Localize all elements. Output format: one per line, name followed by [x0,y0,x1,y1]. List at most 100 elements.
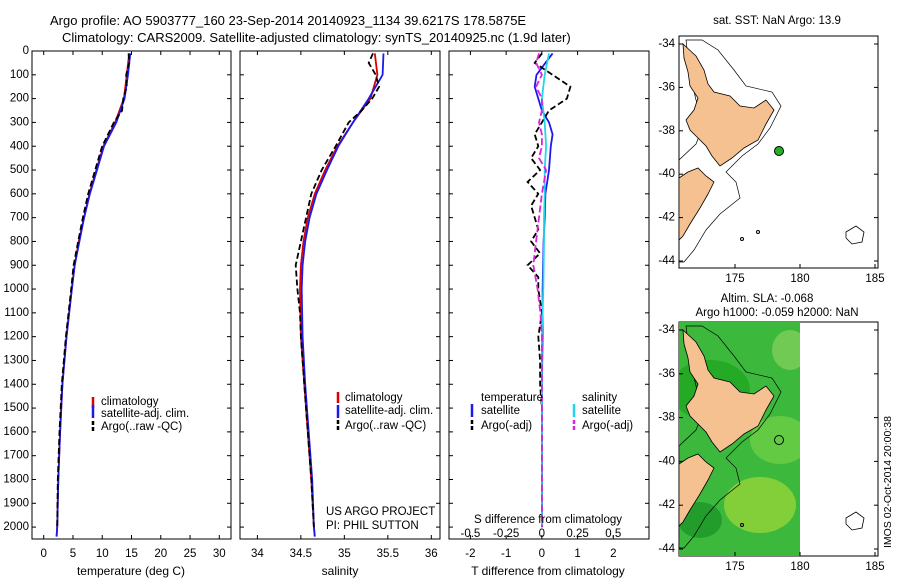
depth-tick-label: 1100 [4,307,29,319]
north-island [682,329,775,453]
chatham-island [845,511,865,531]
series-line-climatology [55,53,131,537]
salinity-xlabel: salinity [322,564,359,578]
legend-item: climatology [101,396,159,408]
imos-credit: IMOS 02-Oct-2014 20:00:38 [882,416,894,548]
s-tick-label: 0 [539,528,545,540]
x-tick-label: 15 [125,548,138,560]
temperature-legend: climatology satellite-adj. clim. Argo(..… [91,396,189,433]
island-dot [740,523,744,527]
lat-tick-label: -36 [658,81,675,93]
temperature-frame [31,50,232,540]
lon-tick-label: 175 [725,273,744,285]
shelf-contour [679,39,782,263]
x-tick-label: -1 [501,548,511,560]
salinity-legend: climatology satellite-adj. clim. Argo(..… [336,392,433,432]
depth-tick-label: 1800 [3,474,29,486]
depth-tick-label: 1000 [3,283,29,295]
legend-heading: salinity [582,392,617,404]
x-tick-label: 10 [96,548,109,560]
salinity-frame [239,50,441,540]
depth-tick-label: 1700 [3,450,29,462]
legend-item: Argo(..raw -QC) [101,421,182,433]
x-tick-label: 20 [154,548,167,560]
x-tick-label: 5 [70,548,76,560]
lat-tick-label: -40 [658,168,675,180]
s-tick-label: 0.5 [605,528,621,540]
project-annotation: US ARGO PROJECT [326,506,435,518]
s-tick-label: 0.25 [566,528,588,540]
series-line-argo-raw-qc- [294,53,381,528]
legend-item: satellite [481,405,520,417]
north-island [682,43,775,167]
legend-item: satellite-adj. clim. [345,405,433,417]
depth-axis: 0 100 200 300 400 500 600 700 800 900 1000 1100 1200… [3,45,649,533]
series-line-salinity-argo-adj- [532,53,548,528]
lat-tick-label: -44 [658,543,675,555]
south-island [679,167,715,241]
lat-tick-label: -44 [658,255,675,267]
island-dot [756,230,760,234]
x-tick-label: 30 [213,548,226,560]
x-tick-label: 36 [425,548,438,560]
series-line-salinity-satellite [540,53,550,528]
title-line-1: Argo profile: AO 5903777_160 23-Sep-2014… [50,13,527,28]
argo-float-marker [774,146,784,156]
difference-frame [448,50,650,540]
s-tick-label: -0.5 [461,528,481,540]
x-tick-label: 2 [610,548,616,560]
south-island [679,453,715,527]
s-tick-label: -0.25 [493,528,519,540]
shelf-contour [679,325,782,549]
depth-tick-label: 2000 [3,521,29,533]
depth-tick-label: 700 [10,212,29,224]
legend-item: Argo(..raw -QC) [345,420,426,432]
depth-tick-label: 100 [10,69,29,81]
lat-tick-label: -42 [658,212,675,224]
x-tick-label: 34.5 [290,548,312,560]
sla-anomaly [750,416,800,464]
depth-tick-label: 1500 [3,402,29,414]
depth-tick-label: 1300 [3,354,29,366]
sla-map-title-2: Argo h1000: -0.059 h2000: NaN [695,307,858,319]
depth-tick-label: 200 [10,93,29,105]
depth-tick-label: 1400 [3,378,29,390]
depth-tick-label: 900 [10,259,29,271]
series-line-satellite-adj-clim- [55,53,132,537]
sla-map-title-1: Altim. SLA: -0.068 [721,293,814,305]
sst-map-title: sat. SST: NaN Argo: 13.9 [713,15,841,27]
depth-tick-label: 300 [10,116,29,128]
lon-tick-label: 185 [865,561,884,573]
difference-panel: -2 -1 0 1 2 -0.5 -0.25 0 0.25 0.5 S difference f… [448,50,650,578]
lat-tick-label: -38 [658,125,675,137]
sla-map: Altim. SLA: -0.068 Argo h1000: -0.059 h2… [658,293,884,573]
difference-legend: temperature satellite Argo(-adj) salinit… [470,392,633,432]
pi-annotation: PI: PHIL SUTTON [326,520,419,532]
series-line-temperature-argo-adj- [526,52,572,528]
x-tick-label: 34 [251,548,264,560]
salinity-difference-label: S difference from climatology [474,514,622,526]
depth-tick-label: 800 [10,235,29,247]
depth-tick-label: 1600 [3,426,29,438]
x-tick-label: -2 [465,548,475,560]
legend-heading: temperature [481,392,543,404]
series-line-argo-raw-qc- [56,53,131,528]
chatham-island [845,225,865,245]
salinity-panel: 34 34.5 35 35.5 36 salinity climatology sate… [239,50,441,578]
sst-map: sat. SST: NaN Argo: 13.9 175 180 185 -34 -36… [658,15,884,285]
lat-tick-label: -38 [658,412,675,424]
x-tick-label: 1 [574,548,580,560]
sla-anomaly [772,330,800,370]
argo-float-marker [774,435,784,445]
legend-item: climatology [345,392,403,404]
legend-item: Argo(-adj) [582,420,633,432]
x-tick-label: 0 [41,548,47,560]
series-line-satellite-adj-clim- [300,53,385,537]
temperature-xlabel: temperature (deg C) [77,564,185,578]
depth-tick-label: 1200 [3,331,29,343]
lat-tick-label: -34 [658,38,675,50]
title-line-2: Climatology: CARS2009. Satellite-adjuste… [62,30,571,45]
temperature-difference-xlabel: T difference from climatology [471,564,625,578]
lat-tick-label: -42 [658,499,675,511]
x-tick-label: 35 [338,548,351,560]
